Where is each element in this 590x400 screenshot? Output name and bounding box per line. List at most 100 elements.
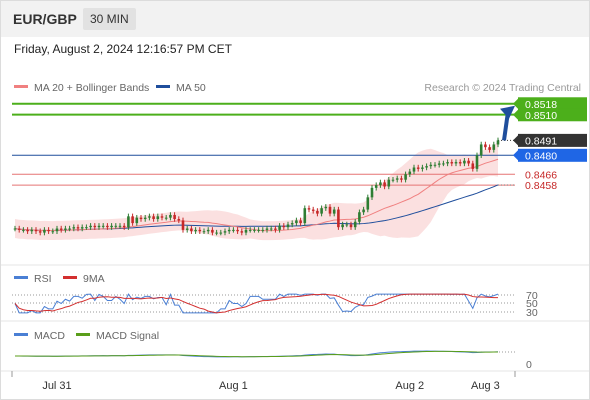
price-label-bg-0	[518, 97, 587, 111]
candle-body	[152, 216, 155, 220]
moving-averages	[14, 158, 515, 232]
candle-body	[349, 224, 353, 228]
candle-body	[341, 224, 344, 228]
candle-body	[437, 163, 441, 165]
ma20-line	[14, 158, 499, 232]
candle-body	[51, 231, 55, 233]
candle-body	[458, 162, 462, 164]
candle-body	[374, 185, 378, 188]
candle-body	[442, 163, 445, 165]
candle-body	[219, 232, 223, 234]
price-label-bg-1	[518, 108, 587, 122]
candle-body	[122, 225, 126, 228]
credit-text: Research © 2024 Trading Central	[424, 82, 581, 94]
candle-body	[101, 225, 105, 227]
candles	[13, 137, 500, 236]
candle-body	[244, 229, 248, 233]
price-label-tip-0	[513, 98, 518, 109]
candle-body	[412, 167, 416, 172]
candle-body	[261, 229, 265, 231]
candle-body	[30, 229, 34, 232]
candle-body	[248, 229, 252, 231]
candle-body	[370, 187, 374, 198]
candle-body	[290, 223, 294, 225]
rsi-level-50-label: 50	[526, 298, 538, 310]
legend-swatch-bollinger	[14, 85, 28, 88]
candle-body	[345, 224, 349, 226]
candle-body	[97, 225, 101, 228]
candle-body	[22, 229, 25, 231]
candle-body	[55, 228, 59, 232]
candle-body	[492, 144, 496, 150]
candle-body	[408, 171, 412, 175]
symbol-title: EUR/GBP	[13, 11, 77, 27]
candle-body	[450, 162, 454, 164]
candle-body	[475, 155, 479, 169]
candle-body	[400, 178, 403, 180]
candle-body	[353, 221, 357, 228]
candle-body	[467, 160, 470, 164]
candle-body	[395, 178, 399, 180]
candle-body	[156, 216, 160, 220]
candle-body	[429, 164, 433, 167]
legend-swatch-ma50	[156, 85, 170, 88]
candle-body	[169, 214, 172, 218]
rsi-legend-label: RSI	[34, 273, 52, 285]
candle-body	[358, 212, 361, 222]
candle-body	[337, 209, 340, 228]
candle-body	[110, 225, 113, 228]
candle-body	[160, 216, 164, 218]
candle-body	[43, 229, 46, 233]
target-arrow	[500, 105, 515, 141]
candle-body	[383, 182, 386, 187]
candle-body	[488, 147, 491, 150]
macd-signal-legend-swatch	[76, 333, 90, 336]
price-label-bg-3	[518, 148, 587, 162]
macd-signal-line	[14, 350, 499, 358]
candle-body	[328, 206, 332, 214]
candle-body	[299, 220, 302, 224]
candle-body	[391, 179, 395, 181]
price-label-bg-2	[518, 133, 587, 147]
candle-body	[173, 214, 176, 220]
candle-body	[454, 162, 458, 164]
price-label-2: 0.8491	[525, 135, 557, 147]
candle-body	[38, 231, 42, 233]
rsi-ma-legend-swatch	[63, 276, 77, 279]
candle-body	[80, 227, 84, 229]
candle-body	[253, 229, 256, 231]
candle-body	[139, 217, 143, 220]
timeframe-badge[interactable]: 30 MIN	[83, 8, 136, 30]
legend-bollinger: MA 20 + Bollinger Bands	[34, 82, 149, 94]
price-label-tip-3	[513, 150, 518, 161]
candle-body	[131, 216, 134, 224]
candle-body	[479, 144, 483, 156]
price-label-0: 0.8518	[525, 99, 557, 111]
candle-body	[404, 174, 407, 180]
candle-body	[114, 225, 118, 227]
candle-body	[164, 217, 168, 219]
candle-body	[89, 225, 92, 228]
candle-body	[64, 228, 67, 230]
candle-body	[416, 167, 420, 169]
price-label-1: 0.8510	[525, 110, 557, 122]
candle-body	[190, 228, 193, 232]
candle-body	[17, 228, 21, 230]
candle-body	[148, 216, 151, 218]
candle-body	[484, 144, 487, 148]
chart-header: EUR/GBP 30 MIN	[1, 1, 589, 37]
rsi-ma-line	[14, 293, 499, 314]
candle-body	[421, 167, 424, 169]
macd-legend-label: MACD	[34, 330, 65, 342]
candle-body	[76, 227, 80, 229]
candle-body	[274, 228, 277, 230]
candle-body	[223, 231, 227, 233]
arrow-head	[500, 105, 515, 119]
x-axis-label-3: Aug 3	[471, 380, 500, 392]
candle-body	[324, 206, 328, 209]
price-label-tip-2	[513, 135, 518, 146]
candle-body	[227, 229, 231, 232]
candle-body	[202, 231, 206, 233]
